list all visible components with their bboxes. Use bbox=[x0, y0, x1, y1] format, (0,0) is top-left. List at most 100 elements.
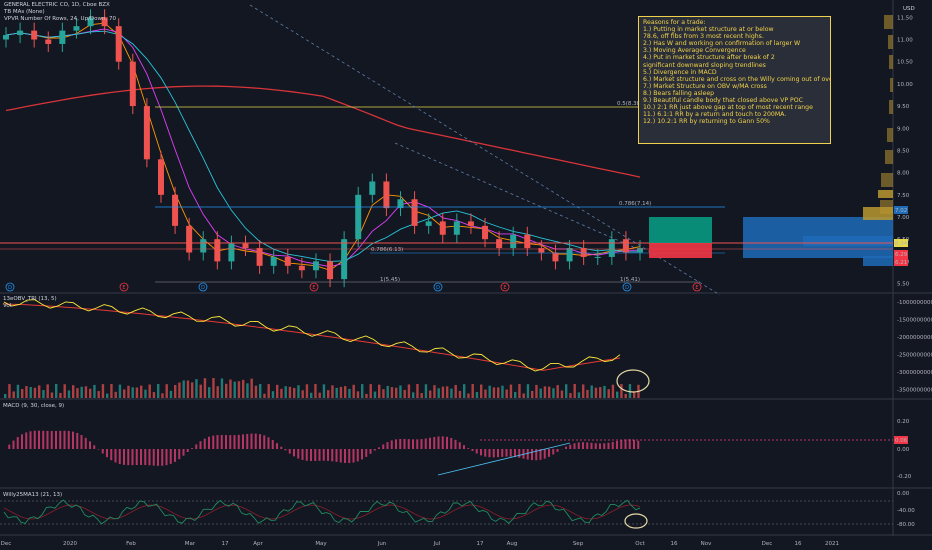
ma200-line bbox=[5, 85, 641, 178]
volume-bar bbox=[620, 384, 623, 398]
willy-tick: 0.00 bbox=[897, 491, 910, 497]
event-marker bbox=[500, 282, 510, 292]
macd-histogram-bar bbox=[390, 440, 393, 449]
macd-histogram-bar bbox=[590, 442, 593, 449]
price-tick: 9.50 bbox=[897, 104, 910, 110]
fib-label: 1(5.41) bbox=[620, 277, 640, 283]
volume-bar bbox=[497, 387, 500, 398]
volume-bar bbox=[135, 387, 139, 398]
note-line: 9.) Beautiful candle body that closed ab… bbox=[643, 97, 803, 105]
macd-histogram-bar bbox=[339, 449, 342, 463]
macd-tick: -0.20 bbox=[897, 474, 912, 480]
time-tick: 2020 bbox=[63, 541, 77, 547]
volume-profile-bar bbox=[881, 173, 893, 187]
currency-label: USD bbox=[903, 6, 915, 12]
volume-profile-bar bbox=[885, 150, 893, 164]
obv-tick: -1500000000.00 bbox=[897, 318, 932, 324]
volume-profile-bar bbox=[880, 200, 893, 214]
macd-histogram-bar bbox=[178, 449, 181, 460]
candle-body bbox=[566, 248, 573, 262]
macd-histogram-bar bbox=[441, 436, 444, 449]
candle-body bbox=[580, 248, 587, 257]
volume-bar bbox=[288, 386, 292, 398]
macd-histogram-bar bbox=[250, 433, 253, 449]
macd-histogram-bar bbox=[488, 449, 491, 458]
macd-histogram-bar bbox=[237, 434, 240, 449]
macd-histogram-bar bbox=[378, 447, 380, 449]
macd-histogram-bar bbox=[424, 438, 427, 449]
trendline bbox=[249, 4, 721, 296]
volume-bar bbox=[331, 385, 334, 398]
volume-bar bbox=[390, 387, 394, 398]
candle-body bbox=[397, 199, 404, 209]
candle-body bbox=[157, 159, 164, 195]
volume-bar bbox=[59, 392, 62, 398]
reward-zone bbox=[649, 217, 712, 243]
macd-histogram-bar bbox=[284, 449, 287, 451]
volume-bar bbox=[594, 387, 598, 398]
volume-bar bbox=[84, 386, 88, 398]
macd-histogram-bar bbox=[403, 438, 406, 449]
macd-histogram-bar bbox=[8, 444, 11, 449]
macd-histogram-bar bbox=[365, 449, 368, 457]
macd-histogram-bar bbox=[280, 446, 283, 449]
macd-histogram-bar bbox=[169, 449, 172, 464]
time-tick: Jun bbox=[377, 541, 387, 547]
macd-histogram-bar bbox=[195, 444, 198, 449]
volume-bar bbox=[565, 384, 568, 398]
candle-body bbox=[369, 181, 376, 195]
candle-body bbox=[467, 221, 474, 226]
volume-bar bbox=[582, 384, 585, 398]
macd-histogram-bar bbox=[225, 435, 227, 449]
divergence-line bbox=[437, 442, 571, 476]
volume-profile-bar bbox=[884, 15, 893, 29]
macd-histogram-bar bbox=[25, 432, 28, 449]
volume-bar bbox=[114, 391, 117, 398]
macd-histogram-bar bbox=[454, 439, 457, 449]
candle-body bbox=[298, 265, 305, 271]
event-marker-label: D bbox=[625, 285, 629, 291]
macd-histogram-bar bbox=[229, 435, 232, 449]
volume-bar bbox=[106, 393, 109, 398]
time-tick: 16 bbox=[671, 541, 678, 547]
time-tick: Oct bbox=[635, 541, 645, 547]
macd-histogram-bar bbox=[144, 449, 147, 466]
macd-histogram-bar bbox=[191, 448, 193, 449]
volume-bar bbox=[93, 384, 96, 398]
macd-histogram-bar bbox=[76, 432, 79, 449]
volume-profile-bar bbox=[889, 55, 893, 69]
macd-histogram-bar bbox=[263, 435, 266, 449]
event-marker-label: E bbox=[122, 285, 125, 291]
macd-histogram-bar bbox=[526, 449, 529, 460]
price-tag bbox=[894, 239, 908, 247]
volume-bar bbox=[628, 384, 632, 398]
macd-histogram-bar bbox=[314, 449, 317, 461]
macd-histogram-bar bbox=[399, 438, 402, 449]
willy-tick: -80.00 bbox=[897, 522, 915, 528]
trade-reasons-note[interactable]: Reasons for a trade: 1.) Putting in mark… bbox=[638, 16, 831, 144]
volume-bar bbox=[267, 384, 270, 398]
volume-bar bbox=[526, 384, 530, 398]
note-title: Reasons for a trade: bbox=[643, 19, 706, 26]
time-tick: Feb bbox=[126, 541, 136, 547]
macd-histogram-bar bbox=[212, 435, 215, 449]
highlight-ellipse bbox=[624, 513, 648, 529]
note-line: 8.) Bears falling asleep bbox=[643, 89, 715, 97]
macd-histogram-bar bbox=[16, 437, 19, 449]
macd-histogram-bar bbox=[416, 439, 419, 449]
obv-title: 13eOBV_TRI (13, 5) bbox=[3, 296, 57, 302]
macd-histogram-bar bbox=[254, 433, 257, 449]
volume-bar bbox=[195, 379, 198, 398]
volume-bar bbox=[322, 384, 326, 398]
volume-bar bbox=[458, 390, 462, 398]
candle-body bbox=[453, 221, 460, 235]
time-tick: 2021 bbox=[825, 541, 839, 547]
macd-histogram-bar bbox=[165, 449, 168, 466]
candle-body bbox=[186, 225, 193, 253]
candle-body bbox=[45, 39, 52, 44]
vol-label: Vol bbox=[3, 303, 12, 309]
obv-legend: 13eOBV_TRI (13, 5) Vol bbox=[3, 296, 57, 310]
volume-bar bbox=[467, 393, 470, 398]
volume-bar bbox=[412, 392, 415, 398]
event-marker bbox=[198, 282, 208, 292]
